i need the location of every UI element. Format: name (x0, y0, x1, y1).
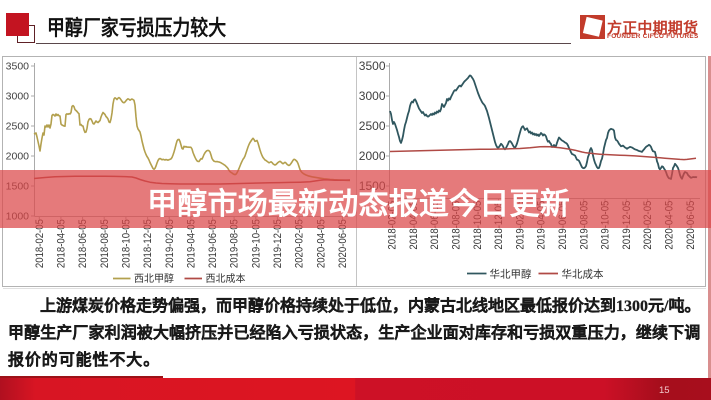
svg-text:2019-10-05: 2019-10-05 (250, 219, 262, 268)
svg-text:2018-08-05: 2018-08-05 (99, 219, 111, 268)
svg-text:2018-10-05: 2018-10-05 (121, 219, 133, 268)
svg-text:2019-12-05: 2019-12-05 (272, 219, 284, 268)
svg-text:华北成本: 华北成本 (562, 267, 604, 280)
svg-text:2500: 2500 (359, 119, 386, 133)
svg-text:西北甲醇: 西北甲醇 (134, 272, 174, 285)
svg-text:2000: 2000 (6, 151, 30, 163)
svg-text:2020-04-05: 2020-04-05 (315, 219, 327, 268)
svg-text:2018-12-05: 2018-12-05 (142, 219, 154, 268)
svg-text:3000: 3000 (6, 91, 30, 103)
svg-text:3000: 3000 (359, 89, 386, 103)
svg-text:2019-04-05: 2019-04-05 (185, 219, 197, 268)
svg-text:3500: 3500 (359, 59, 386, 73)
svg-text:2000: 2000 (359, 149, 386, 163)
svg-text:2019-08-05: 2019-08-05 (229, 219, 241, 268)
svg-text:2018-04-05: 2018-04-05 (56, 219, 68, 268)
svg-text:2020-02-05: 2020-02-05 (294, 219, 306, 268)
svg-text:2020-06-05: 2020-06-05 (337, 219, 349, 268)
svg-text:西北成本: 西北成本 (206, 272, 246, 285)
svg-text:2018-02-05: 2018-02-05 (34, 219, 46, 268)
svg-text:2018-06-05: 2018-06-05 (77, 219, 89, 268)
svg-text:2500: 2500 (6, 121, 30, 133)
svg-text:3500: 3500 (6, 61, 30, 73)
svg-text:华北甲醇: 华北甲醇 (490, 267, 532, 280)
svg-text:2019-06-05: 2019-06-05 (207, 219, 219, 268)
svg-text:2019-02-05: 2019-02-05 (164, 219, 176, 268)
